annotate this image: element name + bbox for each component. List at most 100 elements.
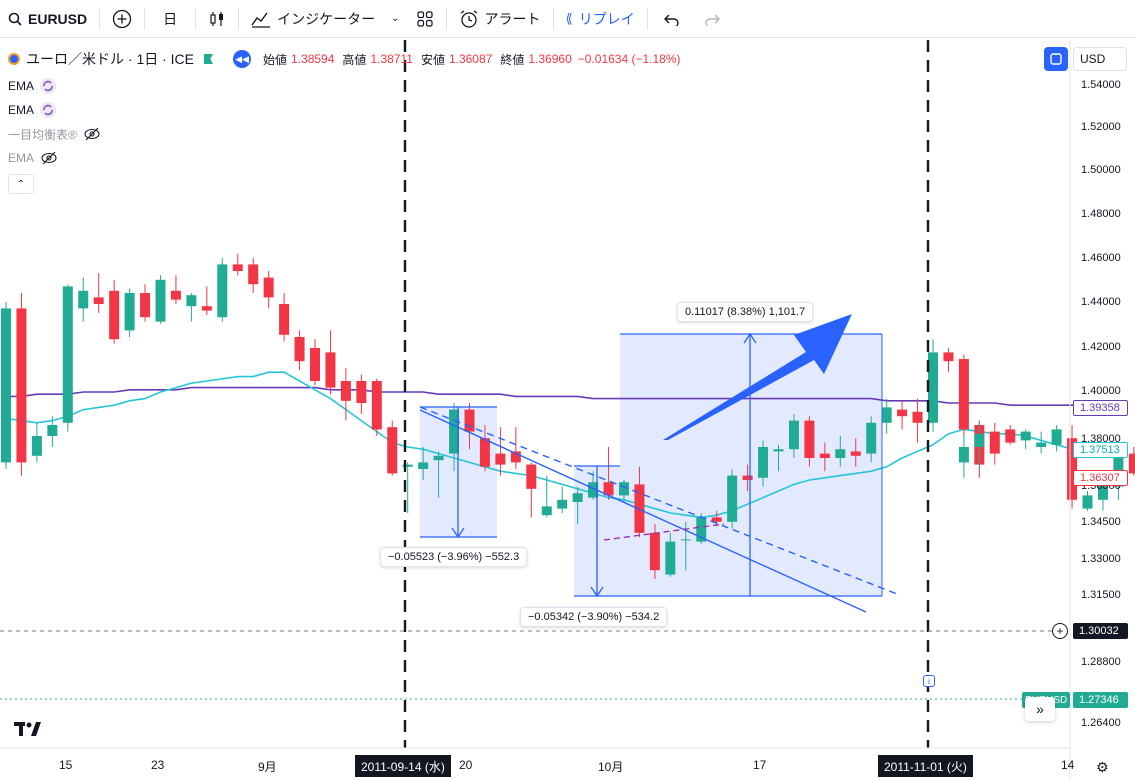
compare-symbol-button[interactable] xyxy=(104,0,140,38)
candle xyxy=(912,398,923,443)
candle-body xyxy=(279,304,290,335)
drop-measure-label-2[interactable]: −0.05342 (−3.90%) −534.2 xyxy=(520,607,668,627)
up-arrow-drawing[interactable] xyxy=(663,314,852,440)
candle-body xyxy=(248,264,259,285)
candle xyxy=(727,469,738,529)
candle xyxy=(788,414,799,458)
indicators-button[interactable]: インジケーター ⌄ xyxy=(243,0,407,38)
replay-button[interactable]: ⟪ リプレイ xyxy=(558,0,643,38)
candle xyxy=(958,354,969,436)
undo-button[interactable] xyxy=(652,0,692,38)
interval-button[interactable]: 日 xyxy=(163,10,178,27)
candle-body xyxy=(788,420,799,450)
trend-line-dashed[interactable] xyxy=(419,406,898,595)
candle-body xyxy=(742,475,753,480)
candle xyxy=(93,273,104,313)
layouts-button[interactable] xyxy=(408,0,442,38)
candle xyxy=(294,330,305,370)
ohlc-value: 1.36087 xyxy=(448,52,493,66)
auto-scale-icon xyxy=(1050,53,1062,65)
candle xyxy=(557,486,568,513)
candle-body xyxy=(356,381,367,403)
indicator-label: EMA xyxy=(8,103,35,117)
currency-select[interactable]: USD xyxy=(1073,47,1127,71)
arrow-down-icon xyxy=(590,586,604,598)
alert-button[interactable]: アラート xyxy=(451,0,549,38)
eye-hidden-icon[interactable] xyxy=(40,151,58,165)
toolbar-divider xyxy=(552,7,554,30)
candle-body xyxy=(479,438,490,467)
candle-body xyxy=(78,290,89,309)
candle-body xyxy=(418,462,429,469)
candle-body xyxy=(804,420,815,458)
candle xyxy=(201,286,212,315)
ema-short-line xyxy=(5,371,1119,519)
rise-measure-label[interactable]: 0.11017 (8.38%) 1,101.7 xyxy=(677,302,814,322)
candle-body xyxy=(912,411,923,423)
indicator-row[interactable]: EMA xyxy=(8,98,681,122)
trend-line[interactable] xyxy=(419,409,867,613)
replay-rewind-icon[interactable]: ◀◀ xyxy=(233,50,252,68)
indicator-row[interactable]: EMA xyxy=(8,146,681,170)
candle xyxy=(634,466,645,538)
redo-button[interactable] xyxy=(692,0,732,38)
candle xyxy=(773,444,784,472)
ema-long-price-label: 1.39358 xyxy=(1073,400,1128,416)
candle xyxy=(232,253,243,276)
chart-type-button[interactable] xyxy=(200,0,234,38)
indicator-row[interactable]: EMA xyxy=(8,74,681,98)
loading-icon[interactable] xyxy=(40,102,57,118)
candle xyxy=(310,339,320,386)
time-tick-label: 10月 xyxy=(598,760,624,774)
candle-body xyxy=(665,541,676,575)
legend-title[interactable]: ユーロ／米ドル · 1日 · ICE xyxy=(26,51,195,67)
candle-body xyxy=(510,451,521,463)
toolbar-divider xyxy=(646,7,648,30)
indicator-label: EMA xyxy=(8,79,35,93)
candle-body xyxy=(603,482,614,496)
indicator-label: EMA xyxy=(8,151,35,165)
candle-body xyxy=(974,433,985,447)
crosshair-date-tag: 2011-09-14 (水) xyxy=(355,755,451,777)
candle xyxy=(1036,431,1047,454)
indicator-row[interactable]: 一目均衡表® xyxy=(8,122,681,146)
legend-change: −0.01634 (−1.18%) xyxy=(577,52,681,66)
candle-body xyxy=(449,409,460,454)
loading-icon[interactable] xyxy=(40,78,57,94)
price-tick-label: 1.40000 xyxy=(1081,385,1121,397)
candle-body xyxy=(433,455,444,461)
scroll-to-realtime-button[interactable]: » xyxy=(1025,697,1055,721)
candle-body xyxy=(495,453,506,465)
event-marker-icon[interactable]: i xyxy=(923,675,935,687)
drop-measure-label-1[interactable]: −0.05523 (−3.96%) −552.3 xyxy=(380,547,528,567)
candle xyxy=(758,440,769,487)
add-alert-plus-icon[interactable]: + xyxy=(1052,623,1068,639)
candle-body xyxy=(93,297,104,304)
redo-icon xyxy=(705,14,720,26)
candle xyxy=(1020,429,1031,450)
candle xyxy=(340,367,351,421)
chart-settings-gear-icon[interactable]: ⚙ xyxy=(1096,759,1109,775)
dashed-segment[interactable] xyxy=(603,523,725,541)
candle-body xyxy=(634,484,645,533)
symbol-search-button[interactable]: EURUSD xyxy=(0,0,95,38)
candle xyxy=(371,378,382,436)
collapse-legend-button[interactable]: ⌃ xyxy=(8,174,34,194)
candle xyxy=(897,400,908,430)
candle-body xyxy=(835,449,846,458)
candle-body xyxy=(773,449,784,452)
rise-range-fill xyxy=(620,334,882,596)
candle-body xyxy=(958,447,969,463)
chart-legend: ユーロ／米ドル · 1日 · ICE ◀◀ 始値 1.38594 高値 1.38711… xyxy=(8,48,681,194)
price-tick-label: 1.28800 xyxy=(1081,656,1121,668)
auto-scale-button[interactable] xyxy=(1044,47,1068,71)
candle-body xyxy=(294,337,305,362)
candle-body xyxy=(1036,442,1047,447)
candle xyxy=(449,403,460,472)
eye-hidden-icon[interactable] xyxy=(83,127,101,141)
candle-body xyxy=(1097,482,1108,500)
time-tick-label: 23 xyxy=(151,758,165,772)
candle xyxy=(325,330,336,395)
candle-body xyxy=(557,499,568,509)
